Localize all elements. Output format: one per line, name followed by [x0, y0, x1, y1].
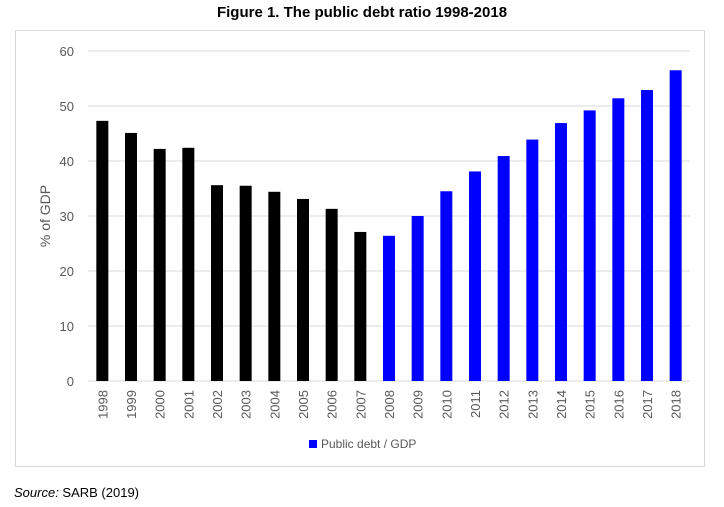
x-tick-label: 2014 — [554, 390, 569, 419]
bar-1999 — [125, 132, 137, 381]
x-tick-label: 2009 — [411, 390, 426, 419]
bar-2000 — [153, 148, 166, 381]
y-tick-label: 60 — [60, 44, 74, 59]
bar-2006 — [325, 208, 338, 381]
bar-1998 — [96, 120, 109, 381]
x-tick-label: 2005 — [296, 390, 311, 419]
x-tick-label: 2007 — [353, 390, 368, 419]
bar-2011 — [469, 171, 481, 381]
x-tick-label: 2000 — [153, 390, 168, 419]
x-tick-label: 2010 — [439, 390, 454, 419]
y-tick-label: 40 — [60, 154, 74, 169]
x-tick-label: 2004 — [267, 390, 282, 419]
bar-2016 — [612, 98, 625, 382]
x-tick-label: 1999 — [124, 390, 139, 419]
bar-2008 — [383, 235, 395, 381]
y-axis-label: % of GDP — [37, 185, 53, 247]
x-tick-label: 2013 — [525, 390, 540, 419]
legend-swatch — [309, 440, 317, 448]
chart-title: Figure 1. The public debt ratio 1998-201… — [216, 4, 508, 21]
bar-2007 — [354, 231, 367, 381]
y-tick-label: 30 — [60, 209, 74, 224]
bar-2010 — [440, 191, 453, 381]
x-tick-label: 1998 — [95, 390, 110, 419]
chart-frame — [15, 30, 705, 467]
source-text: SARB (2019) — [58, 485, 140, 500]
bar-2015 — [583, 110, 596, 382]
x-tick-label: 2002 — [210, 390, 225, 419]
bar-2017 — [641, 90, 653, 382]
x-tick-label: 2008 — [382, 390, 397, 419]
x-tick-label: 2017 — [640, 390, 655, 419]
legend-label: Public debt / GDP — [321, 437, 416, 451]
x-tick-label: 2015 — [583, 390, 598, 419]
x-tick-label: 2006 — [325, 390, 340, 419]
x-tick-label: 2011 — [468, 390, 483, 418]
bar-2013 — [526, 139, 539, 381]
bar-2009 — [411, 216, 424, 381]
y-tick-label: 10 — [60, 319, 74, 334]
x-tick-label: 2016 — [611, 390, 626, 419]
bar-2004 — [268, 191, 281, 381]
x-tick-label: 2001 — [181, 390, 196, 419]
bar-2014 — [555, 123, 567, 382]
x-tick-label: 2018 — [669, 390, 684, 419]
source-note: Source: SARB (2019) — [14, 485, 139, 500]
bar-2018 — [669, 70, 682, 381]
x-tick-label: 2012 — [497, 390, 512, 419]
y-tick-label: 0 — [67, 374, 74, 389]
bar-2002 — [211, 185, 223, 381]
y-tick-label: 20 — [60, 264, 74, 279]
bar-2012 — [497, 156, 510, 381]
bar-2003 — [239, 185, 252, 381]
y-tick-label: 50 — [60, 99, 74, 114]
bar-2001 — [182, 147, 195, 381]
bar-2005 — [297, 198, 309, 381]
x-tick-label: 2003 — [239, 390, 254, 419]
source-label: Source: — [14, 485, 59, 500]
